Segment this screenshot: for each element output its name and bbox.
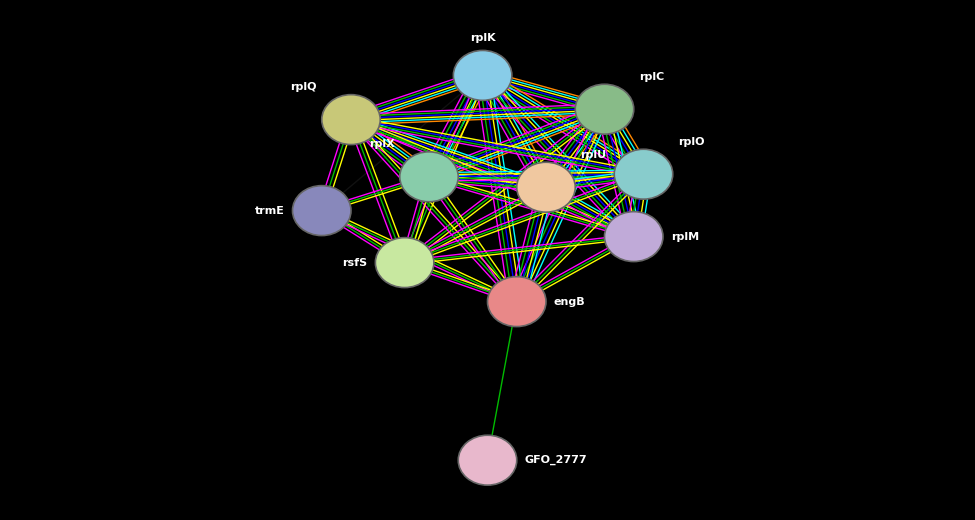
- Ellipse shape: [453, 50, 512, 100]
- Text: rplU: rplU: [580, 150, 606, 160]
- Ellipse shape: [400, 152, 458, 202]
- Text: rplK: rplK: [470, 33, 495, 43]
- Ellipse shape: [322, 95, 380, 145]
- Ellipse shape: [375, 238, 434, 288]
- Ellipse shape: [458, 435, 517, 485]
- Text: trmE: trmE: [254, 205, 285, 216]
- Ellipse shape: [604, 212, 663, 262]
- Text: rplC: rplC: [639, 72, 664, 82]
- Text: rsfS: rsfS: [342, 257, 368, 268]
- Ellipse shape: [517, 162, 575, 212]
- Text: GFO_2777: GFO_2777: [525, 455, 587, 465]
- Text: rplO: rplO: [678, 137, 704, 147]
- Ellipse shape: [488, 277, 546, 327]
- Text: engB: engB: [554, 296, 585, 307]
- Text: rplM: rplM: [671, 231, 699, 242]
- Text: rplQ: rplQ: [291, 82, 317, 92]
- Ellipse shape: [292, 186, 351, 236]
- Text: rplX: rplX: [370, 139, 395, 149]
- Ellipse shape: [575, 84, 634, 134]
- Ellipse shape: [614, 149, 673, 199]
